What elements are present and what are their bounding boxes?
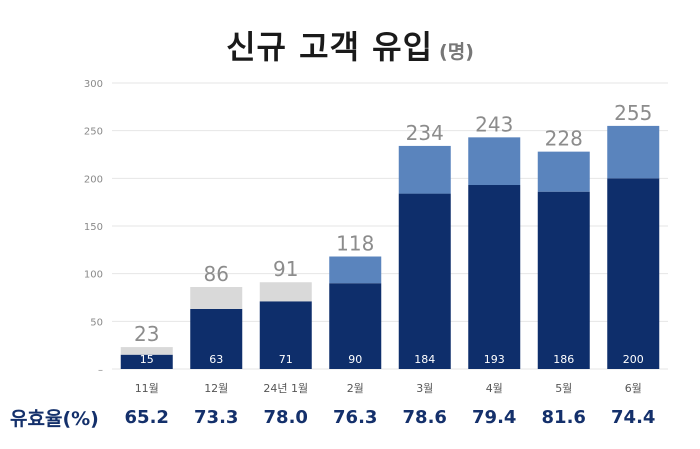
bar-base-value-label: 15	[140, 353, 154, 366]
chart-title-text: 신규 고객 유입	[226, 28, 434, 66]
bar-top	[537, 151, 590, 192]
bar-top	[607, 125, 660, 179]
bar-total-label: 255	[614, 101, 652, 125]
bar-top	[398, 145, 451, 194]
bar-base-value-label: 71	[279, 353, 293, 366]
bar-base	[120, 354, 173, 369]
rate-value: 79.4	[472, 407, 516, 428]
y-tick-label: 250	[84, 127, 103, 138]
rate-value: 65.2	[125, 407, 169, 428]
rate-row-label: 유효율(%)	[10, 408, 99, 430]
y-tick-label: –	[98, 365, 103, 376]
bar-base	[468, 185, 521, 369]
bar-base	[537, 191, 590, 369]
bar-total-label: 228	[545, 127, 583, 151]
chart-title: 신규 고객 유입 (명)	[0, 22, 700, 68]
rate-value: 78.6	[403, 407, 447, 428]
bar-base-value-label: 186	[553, 353, 574, 366]
x-tick-label: 4월	[486, 382, 503, 395]
chart-title-unit: (명)	[439, 41, 474, 63]
rate-value: 81.6	[542, 407, 586, 428]
bar-base-value-label: 200	[623, 353, 644, 366]
bar-base	[607, 178, 660, 369]
bar-base-value-label: 184	[414, 353, 435, 366]
bar-base-value-label: 90	[348, 353, 362, 366]
bar-top	[259, 282, 312, 302]
bar-top	[190, 287, 243, 309]
x-tick-label: 5월	[555, 382, 572, 395]
rate-value: 74.4	[611, 407, 655, 428]
y-tick-label: 100	[84, 270, 103, 281]
x-tick-label: 2월	[347, 382, 364, 395]
bar-base	[259, 301, 312, 369]
rate-value: 73.3	[194, 407, 238, 428]
x-tick-label: 11월	[135, 382, 159, 395]
x-tick-label: 6월	[625, 382, 642, 395]
x-tick-label: 24년 1월	[263, 382, 308, 395]
bar-total-label: 118	[336, 232, 374, 256]
bar-base	[190, 308, 243, 369]
y-tick-label: 300	[84, 79, 103, 90]
bar-base-value-label: 193	[484, 353, 505, 366]
bar-top	[120, 347, 173, 355]
y-tick-label: 150	[84, 222, 103, 233]
rate-value: 78.0	[264, 407, 308, 428]
bar-total-label: 86	[204, 262, 229, 286]
bar-top	[468, 137, 521, 186]
y-tick-label: 50	[90, 317, 103, 328]
x-tick-label: 12월	[204, 382, 228, 395]
bar-base-value-label: 63	[209, 353, 223, 366]
bar-total-label: 23	[134, 322, 159, 346]
x-tick-label: 3월	[416, 382, 433, 395]
bar-top	[329, 256, 382, 284]
bar-base	[329, 283, 382, 369]
bar-total-label: 243	[475, 112, 513, 136]
bar-base	[398, 193, 451, 369]
rate-value: 76.3	[333, 407, 377, 428]
bar-total-label: 234	[406, 121, 444, 145]
y-tick-label: 200	[84, 174, 103, 185]
bar-total-label: 91	[273, 257, 298, 281]
